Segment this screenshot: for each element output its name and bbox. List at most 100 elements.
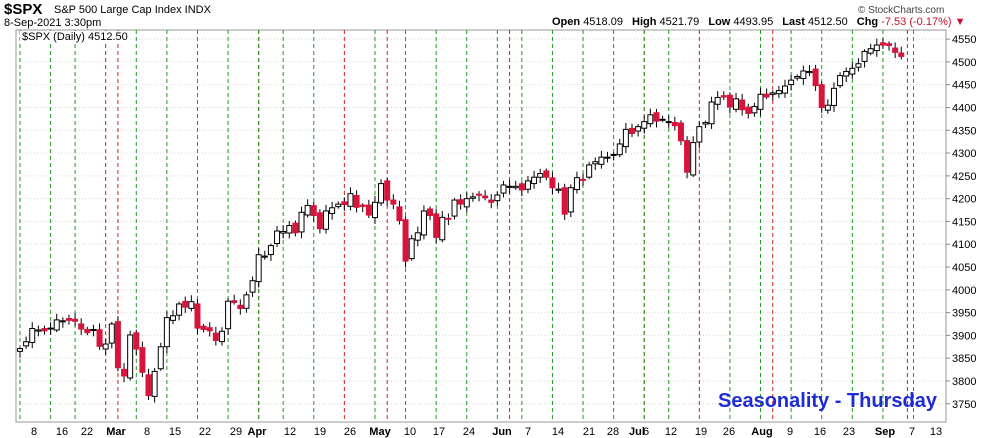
y-tick-label: 4200 [952,194,976,206]
candle [359,203,366,213]
candle [537,168,544,183]
candle [310,201,317,222]
candle [714,91,721,111]
candle [598,150,605,169]
candle [194,299,201,335]
candle [249,276,256,297]
candlestick-series [17,38,905,403]
ticker-symbol: $SPX [4,1,43,18]
candle [751,102,758,117]
x-tick-label: Jun [492,426,512,438]
y-tick-label: 3800 [952,376,976,388]
candle [837,72,844,89]
candle [261,250,268,260]
x-tick-label: Jul [629,426,645,438]
candle [580,173,587,186]
candle [898,46,905,60]
x-tick-label: 17 [433,426,445,438]
candle [133,329,140,356]
y-tick-label: 4100 [952,239,976,251]
candle [506,180,513,194]
candle [635,124,642,137]
candle [280,225,287,239]
candle [726,92,733,114]
x-tick-label: Aug [751,426,772,438]
candle [292,220,299,237]
chg-value: -7.53 (-0.17%) [881,16,952,28]
candle [408,234,415,261]
candle [390,194,397,210]
x-tick-label: 19 [314,426,326,438]
candle [843,67,850,82]
candle [274,225,281,248]
candle [90,324,97,337]
high-label: High [632,16,657,28]
candle [794,74,801,81]
chg-down-arrow-icon: ▼ [954,16,966,28]
candle [365,199,372,219]
candle [690,136,697,178]
low-value: 4493.95 [733,16,774,28]
candle [573,171,580,194]
x-tick-label: 26 [723,426,735,438]
candle [531,170,538,189]
candle [231,294,238,305]
candle [96,323,103,350]
candle [800,65,807,85]
x-tick-label: 12 [665,426,677,438]
x-tick-label: May [369,426,391,438]
candle [127,330,134,381]
candle [206,322,213,337]
candle [739,93,746,116]
candle [139,341,146,378]
candle [543,168,550,181]
candle [745,103,752,119]
last-value: 4512.50 [807,16,848,28]
candle [29,322,36,349]
candle [347,187,354,211]
candle [782,79,788,98]
candle [830,82,837,112]
x-tick-label: 14 [552,426,564,438]
candle [445,213,452,226]
candle [512,180,519,190]
y-tick-label: 4350 [952,125,976,137]
y-tick-label: 4300 [952,148,976,160]
x-tick-label: 29 [230,426,242,438]
high-value: 4521.79 [659,16,700,28]
y-tick-label: 4050 [952,262,976,274]
candle [549,172,556,195]
x-tick-label: 8 [144,426,150,438]
y-tick-label: 4400 [952,102,976,114]
candle [812,64,819,92]
candle [610,152,617,161]
x-tick-label: 23 [843,426,855,438]
x-tick-label: 6 [643,426,649,438]
candle [41,325,48,335]
candle [488,194,495,209]
x-tick-label: 16 [56,426,68,438]
candle [170,310,176,325]
candle [341,197,348,211]
candle [451,197,458,220]
y-axis-ticks: 3750 3800 3850 3900 3950 4000 4050 4100 4150 4200… [946,34,976,411]
candle [769,90,776,101]
candle [647,108,654,128]
candle [286,220,293,239]
x-tick-label: 9 [787,426,793,438]
candle [720,91,727,101]
candle [371,195,378,225]
seasonality-annotation: Seasonality - Thursday [718,390,937,412]
candle [17,346,23,358]
candle [892,42,899,59]
candle [396,200,403,225]
quote-date: 8-Sep-2021 3:30pm [4,17,102,29]
candle [684,136,691,179]
x-tick-label: 26 [344,426,356,438]
watermark-text: © StockCharts.com [858,5,945,16]
open-label: Open [552,16,581,28]
candle [114,316,121,372]
candle [586,161,593,180]
y-tick-label: 4250 [952,171,976,183]
